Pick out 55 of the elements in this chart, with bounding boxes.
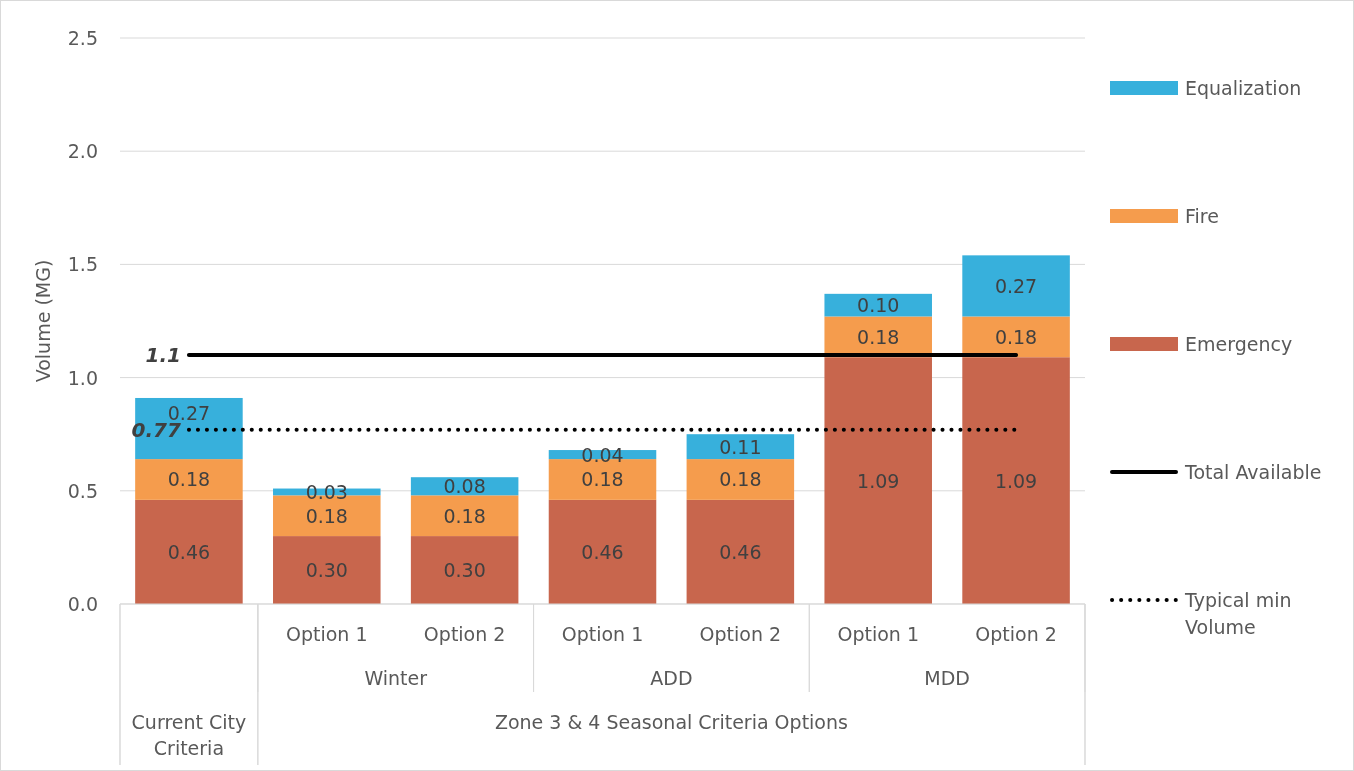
- data-label: 0.18: [305, 504, 348, 527]
- y-tick-label: 0.0: [67, 593, 98, 615]
- data-label: 0.18: [167, 468, 211, 491]
- data-label: 0.46: [581, 540, 624, 563]
- data-label: 0.30: [443, 559, 486, 582]
- data-label: 0.18: [719, 468, 762, 491]
- text: Winter: [364, 667, 428, 689]
- data-label: 0.18: [994, 325, 1038, 348]
- bar: [410, 536, 519, 604]
- bar: [548, 499, 657, 604]
- x-tick-label: Option 2: [423, 623, 506, 645]
- x-tick-label: Option 2: [699, 623, 782, 645]
- y-axis-title: Volume (MG): [32, 259, 54, 383]
- y-tick-label: 1.0: [67, 366, 98, 389]
- data-label: 0.18: [581, 468, 624, 491]
- y-tick-label: 2.5: [67, 27, 98, 49]
- data-label: 1.1: [145, 342, 181, 367]
- x-tick-label: Option 2: [975, 623, 1057, 645]
- text: ADD: [650, 667, 693, 689]
- text: MDD: [924, 667, 970, 689]
- y-tick-label: 2.0: [67, 140, 98, 163]
- legend-label: Total Available: [1184, 461, 1322, 483]
- y-tick-label: 1.5: [67, 253, 98, 276]
- data-label: 0.08: [443, 475, 486, 498]
- bar: [135, 499, 243, 604]
- y-tick-label: 0.5: [67, 479, 98, 502]
- bar: [962, 357, 1070, 604]
- bar: [824, 357, 932, 604]
- bar: [686, 499, 795, 604]
- data-label: 0.27: [994, 274, 1038, 297]
- data-label: 0.30: [305, 559, 348, 582]
- data-label: 0.46: [167, 540, 211, 563]
- x-tick-label: Option 1: [286, 623, 368, 645]
- text: Zone 3 & 4 Seasonal Criteria Options: [494, 711, 848, 733]
- legend-label: Typical min Volume: [1184, 589, 1292, 638]
- data-label: 0.18: [857, 325, 900, 348]
- x-tick-label: Option 1: [837, 623, 919, 645]
- legend-label: Equalization: [1185, 77, 1302, 99]
- data-label: 1.09: [994, 469, 1038, 492]
- data-label: 0.11: [719, 435, 762, 458]
- data-label: 0.10: [857, 294, 900, 317]
- text: Current City Criteria: [131, 711, 247, 759]
- data-label: 1.09: [857, 469, 900, 492]
- x-tick-label: Option 1: [561, 623, 644, 645]
- bar: [135, 459, 243, 500]
- data-label: 0.46: [719, 540, 762, 563]
- legend-label: Emergency: [1185, 333, 1293, 355]
- bar: [962, 316, 1070, 358]
- bar: [410, 495, 519, 537]
- bar: [273, 536, 381, 604]
- bar: [686, 434, 795, 460]
- bar: [962, 255, 1070, 317]
- bar: [686, 459, 795, 500]
- legend-label: Fire: [1185, 205, 1219, 227]
- data-label: 0.18: [443, 504, 486, 527]
